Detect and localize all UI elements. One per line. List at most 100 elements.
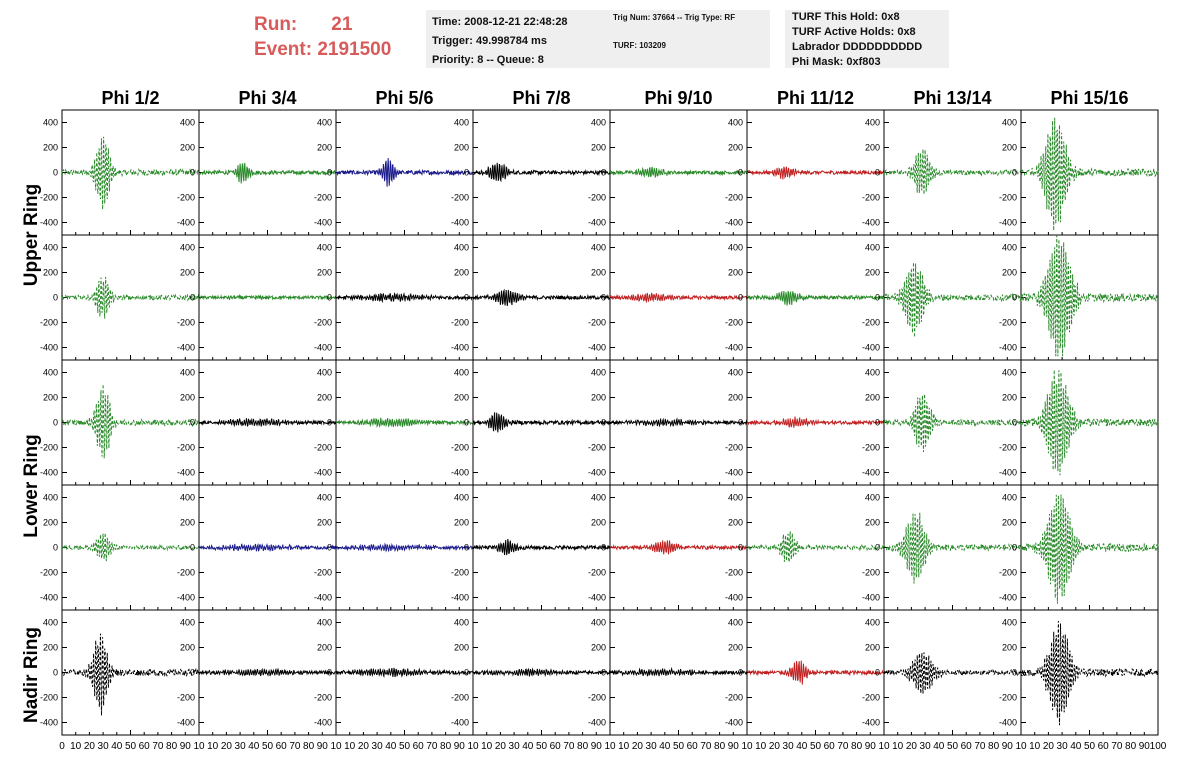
- y-tick-label: 0: [53, 168, 58, 178]
- y-tick-label: -400: [862, 343, 880, 353]
- x-tick-label: 20: [358, 741, 370, 752]
- y-tick-label: 0: [327, 168, 332, 178]
- x-tick-label: 90: [1002, 741, 1014, 752]
- y-tick-label: 200: [180, 643, 195, 653]
- y-tick-label: 0: [464, 168, 469, 178]
- y-tick-label: 0: [327, 543, 332, 553]
- y-tick-label: -200: [725, 693, 743, 703]
- y-tick-label: -200: [862, 693, 880, 703]
- y-tick-label: 0: [601, 168, 606, 178]
- y-tick-label: -400: [177, 718, 195, 728]
- waveform-trace: [61, 136, 200, 210]
- x-tick-label: 20: [769, 741, 781, 752]
- x-tick-label: 40: [659, 741, 671, 752]
- y-tick-label: -200: [725, 318, 743, 328]
- y-tick-label: 400: [180, 493, 195, 503]
- y-tick-label: 400: [43, 243, 58, 253]
- waveform-trace: [609, 540, 748, 555]
- x-tick-label: 80: [851, 741, 863, 752]
- turf-active-holds: TURF Active Holds: 0x8: [792, 26, 916, 38]
- y-tick-label: 200: [591, 393, 606, 403]
- y-tick-label: -200: [588, 318, 606, 328]
- x-tick-label: 80: [166, 741, 178, 752]
- y-tick-label: 400: [454, 618, 469, 628]
- row-title: Nadir Ring: [21, 627, 42, 723]
- y-tick-label: 0: [738, 418, 743, 428]
- waveform-trace: [746, 290, 885, 306]
- y-tick-label: 200: [454, 393, 469, 403]
- x-tick-label: 10: [193, 741, 205, 752]
- x-tick-label: 20: [495, 741, 507, 752]
- y-tick-label: 400: [1002, 118, 1017, 128]
- x-tick-label: 60: [961, 741, 973, 752]
- y-tick-label: -200: [177, 693, 195, 703]
- y-tick-label: -200: [40, 568, 58, 578]
- y-tick-label: -400: [40, 343, 58, 353]
- x-tick-label: 40: [111, 741, 123, 752]
- y-tick-label: -200: [177, 193, 195, 203]
- waveform-trace: [61, 532, 200, 562]
- trigger-text: Trigger: 49.998784 ms: [432, 35, 547, 47]
- y-tick-label: 0: [464, 543, 469, 553]
- x-tick-label: 30: [783, 741, 795, 752]
- y-tick-label: -200: [588, 193, 606, 203]
- x-tick-label: 10: [344, 741, 356, 752]
- x-tick-label: 60: [687, 741, 699, 752]
- y-tick-label: 400: [1002, 493, 1017, 503]
- y-tick-label: -200: [314, 443, 332, 453]
- x-tick-label: 70: [426, 741, 438, 752]
- y-tick-label: -400: [862, 468, 880, 478]
- y-tick-label: 0: [738, 668, 743, 678]
- column-title: Phi 9/10: [644, 88, 712, 108]
- y-tick-label: 200: [865, 268, 880, 278]
- y-tick-label: -200: [314, 568, 332, 578]
- x-tick-label: 10: [755, 741, 767, 752]
- x-tick-label: 70: [289, 741, 301, 752]
- y-tick-label: 400: [317, 618, 332, 628]
- y-tick-label: 0: [601, 418, 606, 428]
- y-tick-label: 200: [180, 268, 195, 278]
- y-tick-label: 400: [591, 493, 606, 503]
- waveform-trace: [746, 660, 885, 685]
- y-tick-label: -200: [862, 443, 880, 453]
- y-tick-label: 200: [865, 643, 880, 653]
- x-tick-label: 10: [604, 741, 616, 752]
- column-title: Phi 7/8: [512, 88, 570, 108]
- y-tick-label: -200: [725, 193, 743, 203]
- y-tick-label: 0: [53, 543, 58, 553]
- y-tick-label: -400: [177, 343, 195, 353]
- y-tick-label: 0: [1012, 543, 1017, 553]
- x-tick-label: 70: [152, 741, 164, 752]
- waveform-trace: [61, 384, 200, 459]
- column-title: Phi 11/12: [777, 88, 854, 108]
- x-tick-label: 60: [413, 741, 425, 752]
- y-tick-label: -200: [999, 443, 1017, 453]
- y-tick-label: 200: [43, 643, 58, 653]
- y-tick-label: 400: [728, 618, 743, 628]
- y-tick-label: 400: [454, 118, 469, 128]
- y-tick-label: 200: [728, 643, 743, 653]
- y-tick-label: 400: [728, 493, 743, 503]
- x-tick-label: 50: [262, 741, 274, 752]
- y-tick-label: 0: [464, 293, 469, 303]
- y-tick-label: 0: [464, 668, 469, 678]
- row-title: Upper Ring: [21, 184, 42, 286]
- waveform-trace: [883, 262, 1022, 338]
- waveform-trace: [335, 667, 474, 679]
- y-tick-label: -400: [177, 468, 195, 478]
- y-tick-label: -200: [999, 568, 1017, 578]
- y-tick-label: 400: [317, 118, 332, 128]
- y-tick-label: -400: [177, 593, 195, 603]
- column-title: Phi 1/2: [101, 88, 159, 108]
- y-tick-label: 400: [180, 618, 195, 628]
- y-tick-label: 400: [43, 618, 58, 628]
- x-tick-label: 50: [536, 741, 548, 752]
- waveform-trace: [883, 149, 1022, 195]
- x-tick-label: 30: [920, 741, 932, 752]
- x-tick-label: 10: [467, 741, 479, 752]
- x-tick-label: 50: [399, 741, 411, 752]
- y-tick-label: 200: [43, 393, 58, 403]
- x-tick-label: 30: [372, 741, 384, 752]
- y-tick-label: 200: [591, 268, 606, 278]
- x-tick-label: 10: [741, 741, 753, 752]
